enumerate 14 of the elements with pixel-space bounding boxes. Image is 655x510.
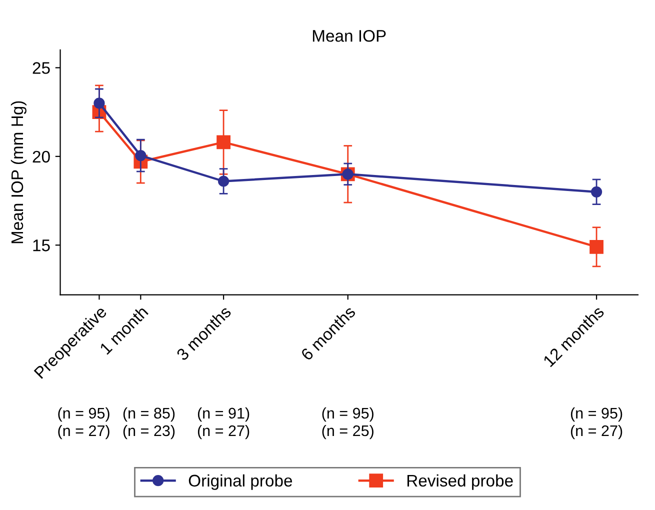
y-tick-label: 15 [33, 240, 50, 252]
y-axis-title: Mean IOP (mm Hg) [10, 101, 26, 244]
text: (n = 95) (n = 27) [570, 407, 622, 440]
text: (n = 85) (n = 23) [123, 407, 175, 440]
legend-label: Original probe [188, 474, 292, 490]
y-tick-label: 25 [32, 62, 50, 74]
point [590, 240, 604, 254]
point [216, 135, 230, 150]
text: (n = 95) (n = 25) [322, 407, 374, 440]
y-tick-label: 20 [32, 150, 50, 163]
chart-title: Mean IOP [312, 30, 386, 42]
text: (n = 95) (n = 27) [58, 407, 110, 440]
legend-label: Revised probe [407, 474, 513, 490]
text: (n = 91) (n = 27) [198, 407, 250, 440]
